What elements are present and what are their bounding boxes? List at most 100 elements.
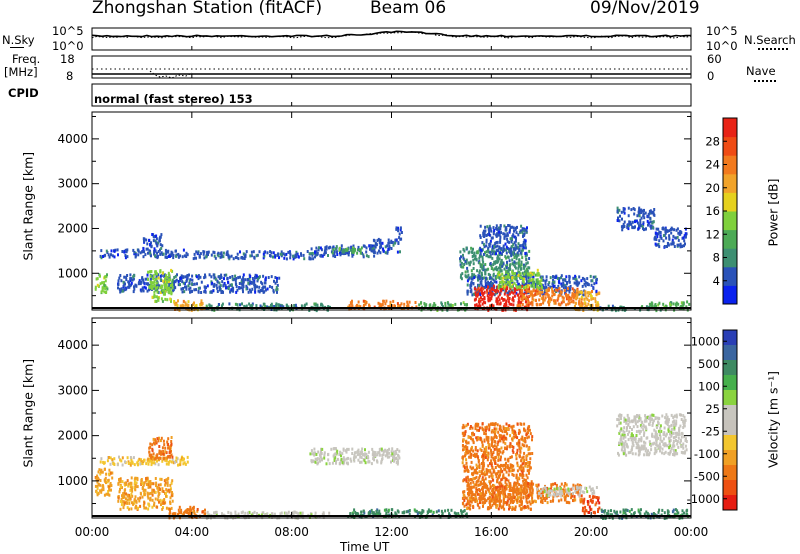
data-cell xyxy=(475,471,478,475)
data-cell xyxy=(344,248,347,252)
data-cell xyxy=(381,453,384,457)
data-cell xyxy=(141,250,144,254)
data-cell xyxy=(519,284,522,288)
data-cell xyxy=(351,250,354,254)
data-cell xyxy=(504,442,507,446)
data-cell xyxy=(294,303,297,307)
data-cell xyxy=(229,275,232,279)
data-cell xyxy=(497,440,500,444)
data-cell xyxy=(129,456,132,459)
data-cell xyxy=(133,482,136,486)
data-cell xyxy=(217,275,220,279)
data-cell xyxy=(465,478,468,482)
data-cell xyxy=(510,253,513,257)
data-cell xyxy=(182,281,185,285)
data-cell xyxy=(266,251,269,255)
data-cell xyxy=(515,237,517,240)
data-cell xyxy=(505,487,508,491)
data-cell xyxy=(357,245,360,249)
data-cell xyxy=(373,254,376,258)
data-cell xyxy=(524,440,527,444)
data-cell xyxy=(492,304,495,308)
data-cell xyxy=(99,479,102,482)
velocity-heatmap xyxy=(94,413,690,520)
data-cell xyxy=(162,288,165,292)
data-cell xyxy=(491,478,494,482)
data-cell xyxy=(266,287,269,291)
data-cell xyxy=(577,301,580,305)
data-cell xyxy=(108,485,111,489)
data-cell xyxy=(354,510,357,514)
data-cell xyxy=(182,299,185,303)
data-cell xyxy=(503,247,506,251)
data-cell xyxy=(342,458,345,462)
data-cell xyxy=(527,300,530,304)
data-cell xyxy=(541,283,544,287)
data-cell xyxy=(140,458,143,462)
data-cell xyxy=(558,287,561,291)
data-cell xyxy=(596,301,599,305)
data-cell xyxy=(166,276,169,279)
data-cell xyxy=(394,449,397,453)
data-cell xyxy=(321,254,324,258)
data-cell xyxy=(502,463,505,467)
data-cell xyxy=(177,283,180,287)
data-cell xyxy=(213,283,216,287)
data-cell xyxy=(167,271,170,275)
data-cell xyxy=(527,305,530,309)
data-cell xyxy=(518,441,521,445)
data-cell xyxy=(310,449,313,453)
data-cell xyxy=(199,303,202,307)
data-cell xyxy=(489,462,491,466)
data-cell xyxy=(228,302,231,306)
data-cell xyxy=(474,254,477,258)
data-cell xyxy=(231,515,234,519)
data-cell xyxy=(479,299,482,303)
data-cell xyxy=(466,446,469,450)
data-cell xyxy=(507,295,510,299)
data-cell xyxy=(184,462,187,466)
data-cell xyxy=(159,270,162,274)
data-cell xyxy=(514,239,517,243)
data-cell xyxy=(466,292,469,296)
data-cell xyxy=(244,305,247,309)
data-cell xyxy=(382,450,385,453)
data-cell xyxy=(511,258,514,262)
data-cell xyxy=(488,243,491,246)
data-cell xyxy=(636,214,639,218)
data-cell xyxy=(513,281,516,285)
data-cell xyxy=(97,482,100,486)
data-cell xyxy=(525,285,528,288)
data-cell xyxy=(498,266,500,270)
data-cell xyxy=(515,283,518,287)
data-cell xyxy=(576,296,579,299)
data-cell xyxy=(682,303,685,307)
data-cell xyxy=(481,255,484,259)
data-cell xyxy=(395,238,398,242)
data-cell xyxy=(248,288,251,292)
data-cell xyxy=(238,282,241,285)
data-cell xyxy=(124,256,127,260)
data-cell xyxy=(182,248,185,252)
data-cell xyxy=(515,453,518,457)
data-cell xyxy=(159,477,162,481)
data-cell xyxy=(197,289,200,293)
data-cell xyxy=(521,256,524,260)
data-cell xyxy=(512,468,515,472)
data-cell xyxy=(565,275,568,279)
data-cell xyxy=(499,224,502,228)
data-cell xyxy=(508,250,511,253)
data-cell xyxy=(136,476,139,480)
data-cell xyxy=(528,463,531,467)
data-cell xyxy=(169,447,171,451)
data-cell xyxy=(255,274,258,278)
data-cell xyxy=(682,307,685,311)
data-cell xyxy=(292,254,295,258)
data-cell xyxy=(320,248,323,252)
data-cell xyxy=(483,480,485,484)
data-cell xyxy=(482,467,485,471)
data-cell xyxy=(536,268,539,272)
data-cell xyxy=(486,438,489,442)
data-cell xyxy=(575,280,578,284)
data-cell xyxy=(635,219,638,223)
